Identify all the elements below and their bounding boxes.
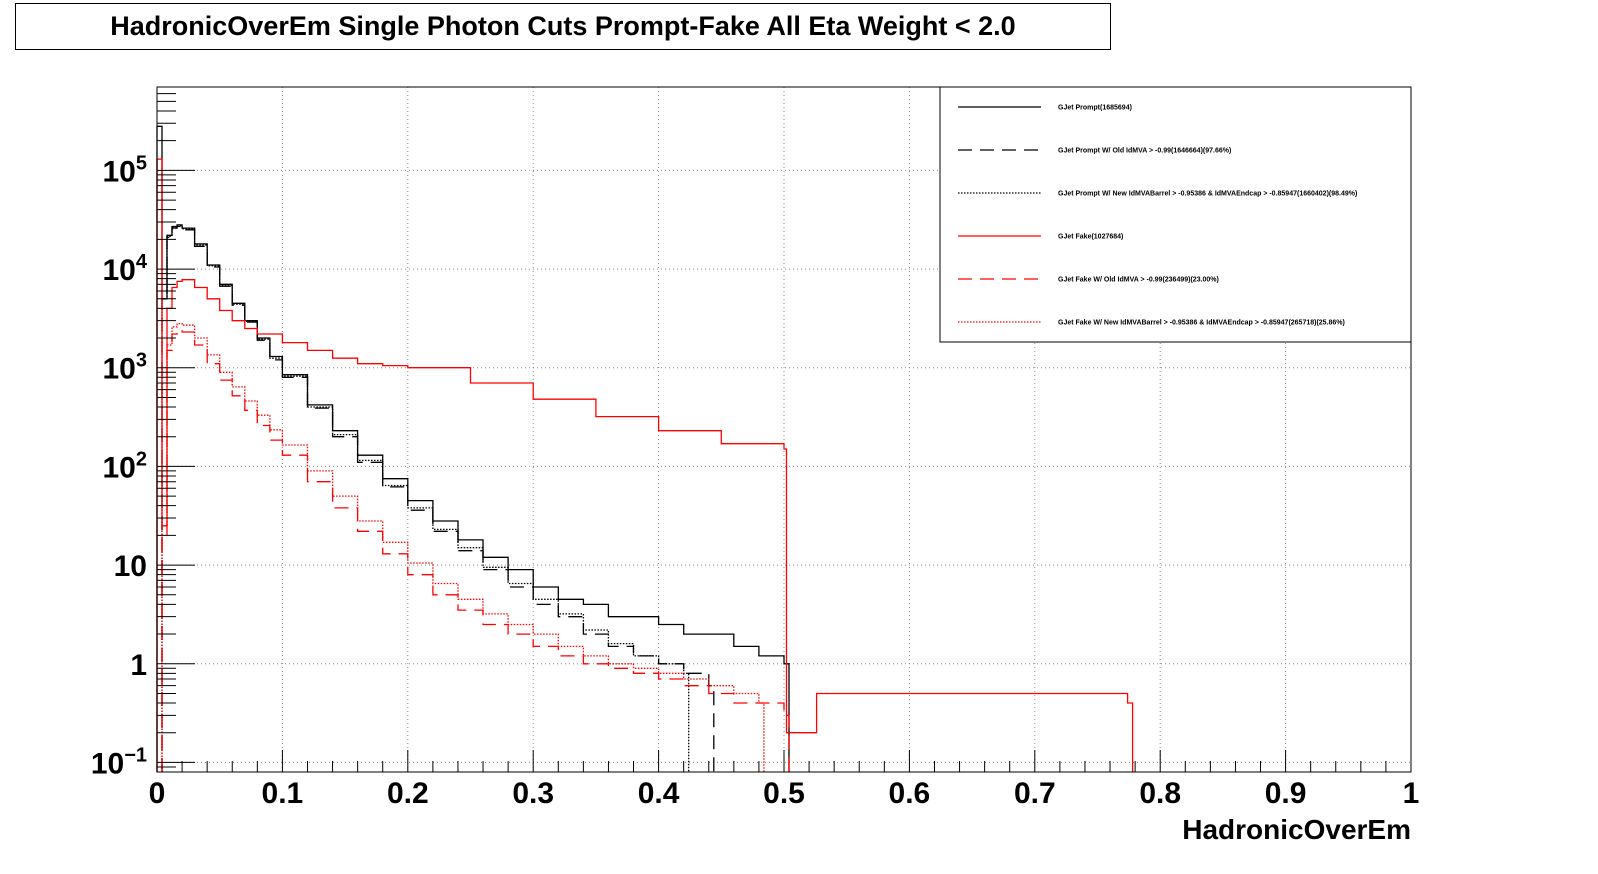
x-tick-label: 0.2: [387, 777, 429, 810]
x-tick-label: 0.8: [1139, 777, 1181, 810]
legend-label: GJet Fake W/ Old IdMVA > -0.99(236499)(2…: [1058, 277, 1219, 284]
x-tick-label: 0: [149, 777, 166, 810]
legend-label: GJet Fake(1027684): [1058, 234, 1123, 241]
x-tick-label: 0.9: [1265, 777, 1307, 810]
x-tick-label: 0.5: [763, 777, 805, 810]
x-tick-label: 0.6: [889, 777, 931, 810]
chart-title: HadronicOverEm Single Photon Cuts Prompt…: [110, 11, 1016, 41]
series-line: [161, 329, 790, 772]
legend-label: GJet Prompt W/ Old IdMVA > -0.99(1646664…: [1058, 148, 1231, 155]
y-tick-label: 10−1: [91, 744, 147, 780]
series-line: [161, 322, 765, 772]
y-tick-label: 103: [103, 350, 148, 386]
x-tick-label: 0.3: [512, 777, 554, 810]
legend-label: GJet Prompt(1685694): [1058, 105, 1132, 112]
axes: 0 0.1 0.2 0.3 0.4 0.5 0.6 0.7 0.8 0.9 1 10−1 1 10 102 1…: [91, 86, 1420, 845]
x-tick-label: 1: [1403, 777, 1420, 810]
x-tick-label: 0.1: [262, 777, 304, 810]
legend-label: GJet Fake W/ New IdMVABarrel > -0.95386 …: [1058, 320, 1345, 327]
y-tick-label: 104: [103, 251, 148, 287]
legend: GJet Prompt(1685694) GJet Prompt W/ Old I…: [939, 86, 1412, 343]
y-tick-label: 102: [103, 448, 148, 484]
legend-box: [939, 86, 1412, 343]
y-tick-label: 1: [130, 649, 147, 682]
series-line: [161, 225, 690, 772]
y-tick-label: 10: [114, 550, 147, 583]
series-group: [156, 125, 1134, 772]
x-axis-title: HadronicOverEm: [1182, 814, 1411, 845]
legend-label: GJet Prompt W/ New IdMVABarrel > -0.9538…: [1058, 191, 1357, 198]
x-tick-label: 0.4: [638, 777, 680, 810]
plot-frame: [156, 86, 1412, 773]
chart-title-box: HadronicOverEm Single Photon Cuts Prompt…: [15, 3, 1111, 50]
x-tick-label: 0.7: [1014, 777, 1056, 810]
series-line: [156, 125, 790, 772]
series-line: [156, 158, 1134, 772]
y-tick-label: 105: [103, 152, 148, 188]
